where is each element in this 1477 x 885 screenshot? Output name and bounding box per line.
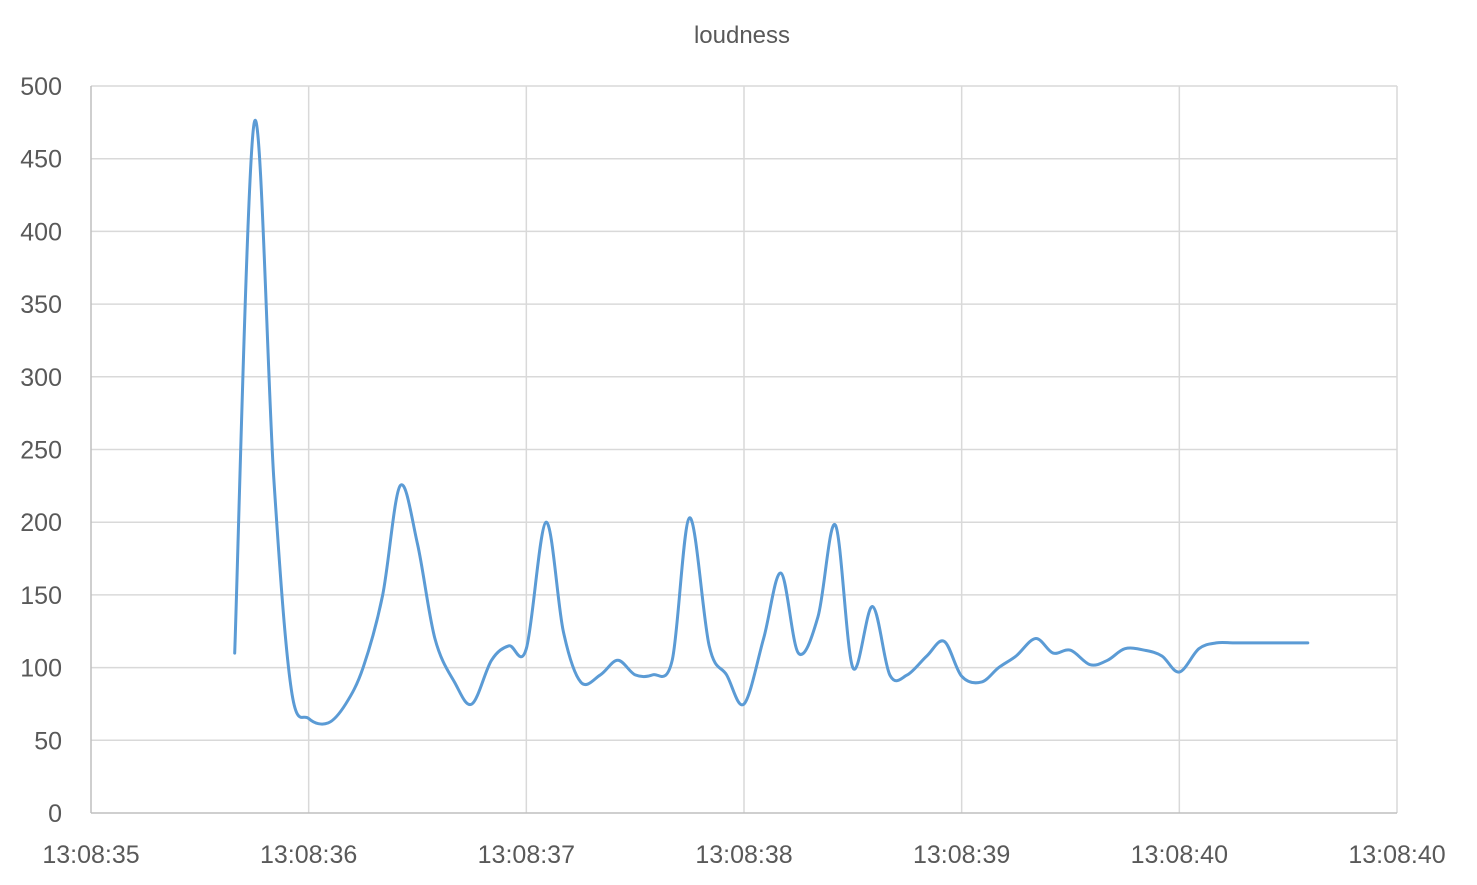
tick-labels: 0 50 100 150 200 250 300 350 400 450 500 13:08:35 13… [20,73,1445,869]
y-tick-label: 100 [20,655,62,683]
y-tick-label: 400 [20,218,62,246]
y-tick-label: 50 [34,727,62,755]
loudness-series-line [233,118,1310,726]
grid-lines [91,85,1398,813]
y-tick-label: 150 [20,582,62,610]
y-tick-label: 500 [20,73,62,101]
y-tick-label: 450 [20,146,62,174]
x-tick-label: 13:08:38 [695,841,792,869]
y-tick-label: 200 [20,509,62,537]
y-tick-label: 350 [20,291,62,319]
y-tick-label: 300 [20,364,62,392]
x-tick-label: 13:08:36 [260,841,357,869]
x-tick-label: 13:08:40 [1348,841,1445,869]
x-tick-label: 13:08:39 [913,841,1010,869]
y-tick-label: 250 [20,437,62,465]
y-tick-label: 0 [48,800,62,828]
x-tick-label: 13:08:35 [42,841,139,869]
series-layer [233,118,1310,726]
chart-title: loudness [694,22,790,49]
x-tick-label: 13:08:40 [1131,841,1228,869]
x-tick-label: 13:08:37 [478,841,575,869]
axes [90,86,1397,814]
